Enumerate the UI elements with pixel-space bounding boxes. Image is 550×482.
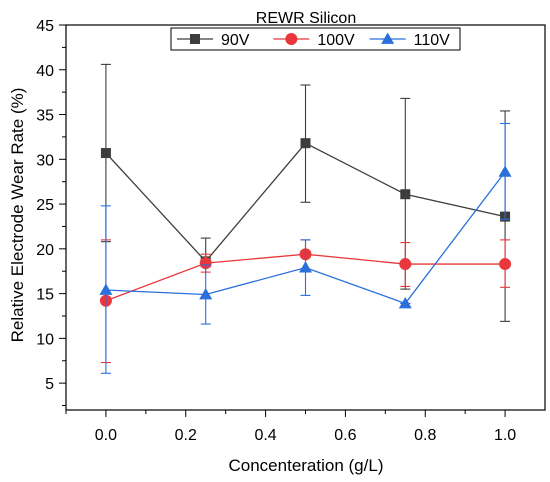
data-point-110v	[299, 261, 312, 273]
data-point-100v	[199, 257, 212, 270]
legend-label-110v: 110V	[414, 32, 451, 49]
x-axis-title: Concenteration (g/L)	[229, 456, 384, 475]
legend-label-100v: 100V	[317, 32, 355, 49]
data-point-110v	[398, 296, 412, 309]
y-tick-label: 25	[36, 197, 54, 214]
y-tick-label: 45	[36, 18, 54, 35]
y-tick-label: 20	[36, 242, 54, 259]
y-tick-label: 40	[36, 63, 54, 80]
data-point-100v	[499, 258, 512, 271]
legend-title: REWR Silicon	[256, 10, 356, 27]
legend: REWR Silicon 90V 100V 110V	[170, 10, 461, 51]
plot-frame	[65, 24, 546, 411]
legend-marker-90v	[190, 34, 200, 44]
data-point-90v	[400, 189, 411, 200]
x-tick-label: 0.4	[254, 427, 276, 444]
legend-marker-100v	[285, 33, 298, 45]
plot-area: 0.0 0.2 0.4 0.6 0.8 1.0 5 10 15 20 25 30 35 40 45	[36, 18, 546, 444]
y-tick-label: 15	[36, 287, 54, 304]
x-tick-label: 0.0	[95, 427, 117, 444]
legend-marker-110v	[381, 32, 395, 44]
x-tick-label: 0.6	[334, 427, 356, 444]
x-tick-label: 1.0	[494, 427, 516, 444]
data-point-90v	[100, 148, 111, 159]
data-point-110v	[498, 165, 512, 177]
data-point-90v	[300, 138, 311, 149]
x-tick-label: 0.2	[175, 427, 197, 444]
data-point-110v	[99, 283, 113, 295]
data-point-110v	[199, 288, 213, 300]
y-tick-label: 30	[36, 152, 54, 169]
data-point-100v	[399, 258, 412, 271]
legend-label-90v: 90V	[221, 32, 250, 49]
y-tick-label: 5	[45, 376, 54, 393]
x-tick-label: 0.8	[414, 427, 436, 444]
y-axis-title: Relative Electrode Wear Rate (%)	[8, 88, 27, 343]
y-tick-label: 10	[36, 331, 54, 348]
y-tick-label: 35	[36, 108, 54, 125]
